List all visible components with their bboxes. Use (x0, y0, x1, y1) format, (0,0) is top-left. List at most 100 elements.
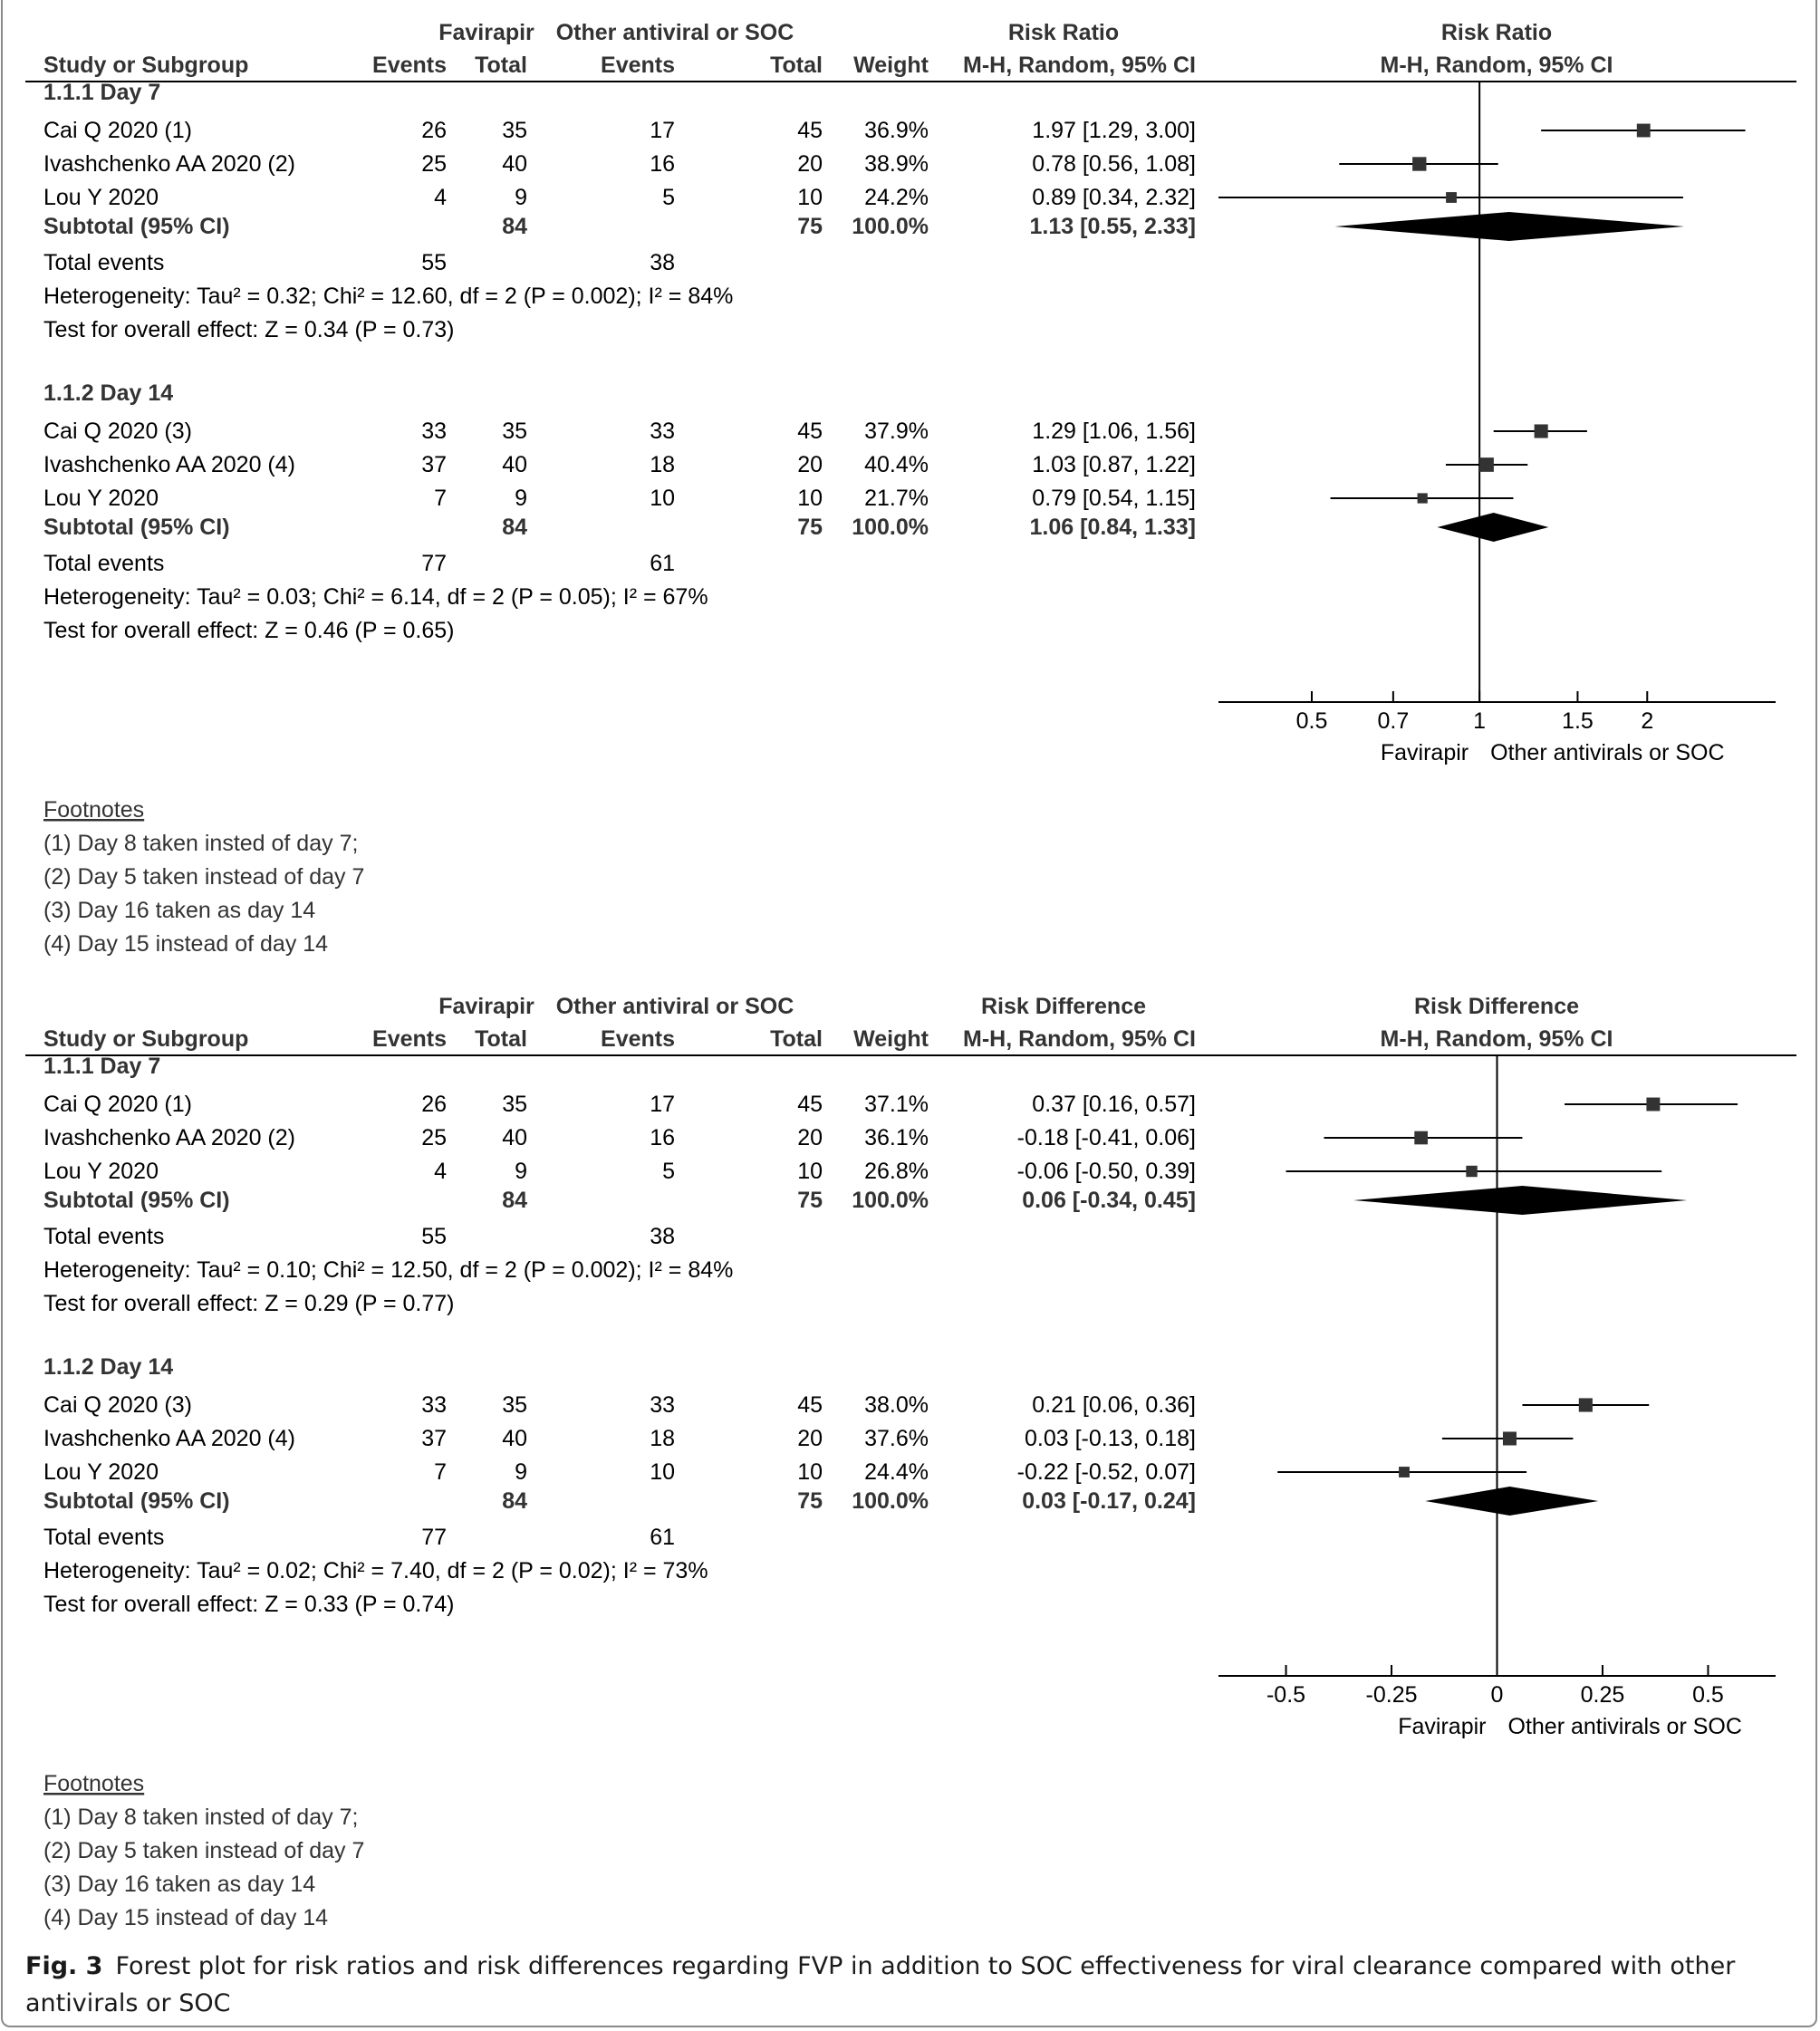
fav-events: 25 (421, 151, 447, 177)
study-ci: 0.78 [0.56, 1.08] (1032, 151, 1196, 177)
fav-total: 35 (502, 419, 527, 444)
other-events: 10 (650, 1459, 675, 1485)
header-favirapir: Favirapir (438, 994, 534, 1019)
subtotal-fav-total: 84 (502, 1488, 527, 1514)
subtotal-fav-total: 84 (502, 515, 527, 540)
total-events-other: 61 (650, 1525, 675, 1550)
subtotal-diamond (1437, 513, 1549, 542)
subtotal-weight: 100.0% (852, 1188, 929, 1213)
subtotal-other-total: 75 (797, 1188, 823, 1213)
study-weight: 40.4% (864, 452, 929, 477)
header-method-table: M-H, Random, 95% CI (963, 53, 1196, 78)
total-events-fav: 77 (421, 1525, 447, 1550)
fav-total: 9 (515, 1159, 527, 1184)
subtotal-ci: 0.03 [-0.17, 0.24] (1022, 1488, 1196, 1514)
total-events-label: Total events (43, 551, 164, 576)
subtotal-label: Subtotal (95% CI) (43, 1188, 230, 1213)
heterogeneity-text: Heterogeneity: Tau² = 0.02; Chi² = 7.40,… (43, 1558, 708, 1583)
x-tick-label: 1 (1473, 708, 1486, 734)
subtotal-other-total: 75 (797, 214, 823, 239)
fav-events: 26 (421, 1092, 447, 1117)
study-weight: 38.9% (864, 151, 929, 177)
header-measure-table: Risk Difference (981, 994, 1146, 1019)
footnote: (1) Day 8 taken insted of day 7; (43, 1805, 358, 1830)
header-method-table: M-H, Random, 95% CI (963, 1026, 1196, 1052)
study-name: Lou Y 2020 (43, 1159, 159, 1184)
subtotal-ci: 0.06 [-0.34, 0.45] (1022, 1188, 1196, 1213)
study-ci: 0.37 [0.16, 0.57] (1032, 1092, 1196, 1117)
other-events: 16 (650, 151, 675, 177)
other-events: 33 (650, 419, 675, 444)
header-other-antiviral: Other antiviral or SOC (556, 20, 794, 45)
overall-effect-text: Test for overall effect: Z = 0.29 (P = 0… (43, 1291, 454, 1316)
other-total: 20 (797, 452, 823, 477)
x-tick-label: 2 (1641, 708, 1653, 734)
header-measure-plot: Risk Difference (1414, 994, 1579, 1019)
other-total: 20 (797, 1125, 823, 1150)
study-ci: 1.29 [1.06, 1.56] (1032, 419, 1196, 444)
other-total: 20 (797, 1426, 823, 1451)
study-weight: 37.9% (864, 419, 929, 444)
study-point-square (1502, 1431, 1517, 1446)
fav-total: 9 (515, 185, 527, 210)
study-point-square (1417, 493, 1428, 504)
fav-events: 7 (434, 1459, 447, 1485)
heterogeneity-text: Heterogeneity: Tau² = 0.10; Chi² = 12.50… (43, 1257, 733, 1283)
study-name: Ivashchenko AA 2020 (2) (43, 1125, 295, 1150)
caption-label: Fig. 3 (25, 1952, 103, 1980)
header-measure-table: Risk Ratio (1008, 20, 1119, 45)
x-tick-label: 0 (1491, 1682, 1504, 1708)
study-name: Cai Q 2020 (1) (43, 118, 192, 143)
x-tick-label: 0.7 (1377, 708, 1409, 734)
study-point-square (1414, 1131, 1428, 1145)
overall-effect-text: Test for overall effect: Z = 0.34 (P = 0… (43, 317, 454, 342)
study-ci: 0.79 [0.54, 1.15] (1032, 486, 1196, 511)
fav-total: 40 (502, 1426, 527, 1451)
study-name: Cai Q 2020 (3) (43, 1392, 192, 1418)
header-method-plot: M-H, Random, 95% CI (1381, 53, 1613, 78)
subgroup-label: 1.1.2 Day 14 (43, 1354, 173, 1380)
header-fav-events: Events (372, 1026, 447, 1052)
subtotal-weight: 100.0% (852, 1488, 929, 1514)
study-ci: 0.21 [0.06, 0.36] (1032, 1392, 1196, 1418)
header-weight: Weight (853, 53, 929, 78)
fav-total: 40 (502, 452, 527, 477)
other-events: 18 (650, 452, 675, 477)
other-total: 45 (797, 1392, 823, 1418)
header-other-total: Total (770, 53, 823, 78)
x-tick-label: 0.5 (1692, 1682, 1724, 1708)
other-total: 10 (797, 185, 823, 210)
study-weight: 26.8% (864, 1159, 929, 1184)
study-weight: 36.1% (864, 1125, 929, 1150)
fav-events: 33 (421, 1392, 447, 1418)
fav-events: 37 (421, 1426, 447, 1451)
fav-events: 25 (421, 1125, 447, 1150)
other-events: 18 (650, 1426, 675, 1451)
subtotal-ci: 1.06 [0.84, 1.33] (1030, 515, 1196, 540)
other-events: 5 (662, 185, 675, 210)
risk-ratio-panel: Favirapir Other antiviral or SOC Risk Rati… (0, 0, 1820, 974)
subgroup-label: 1.1.1 Day 7 (43, 1054, 160, 1079)
subtotal-diamond (1334, 212, 1685, 241)
risk-ratio-forest-plot: Favirapir Other antiviral or SOC Risk Rati… (25, 20, 1796, 957)
header-measure-plot: Risk Ratio (1441, 20, 1552, 45)
study-weight: 21.7% (864, 486, 929, 511)
other-total: 10 (797, 1159, 823, 1184)
study-ci: 0.89 [0.34, 2.32] (1032, 185, 1196, 210)
subtotal-diamond (1353, 1186, 1688, 1215)
subtotal-weight: 100.0% (852, 515, 929, 540)
footnote: (2) Day 5 taken instead of day 7 (43, 1838, 364, 1863)
other-total: 45 (797, 1092, 823, 1117)
caption-text: Forest plot for risk ratios and risk dif… (25, 1952, 1736, 2017)
risk-difference-panel: Favirapir Other antiviral or SOC Risk Diff… (0, 974, 1820, 1948)
subgroup-label: 1.1.2 Day 14 (43, 380, 173, 406)
study-weight: 37.1% (864, 1092, 929, 1117)
fav-total: 40 (502, 151, 527, 177)
subtotal-label: Subtotal (95% CI) (43, 515, 230, 540)
other-total: 10 (797, 1459, 823, 1485)
other-total: 10 (797, 486, 823, 511)
other-total: 45 (797, 419, 823, 444)
study-ci: -0.06 [-0.50, 0.39] (1017, 1159, 1196, 1184)
study-weight: 24.2% (864, 185, 929, 210)
study-point-square (1636, 123, 1651, 138)
